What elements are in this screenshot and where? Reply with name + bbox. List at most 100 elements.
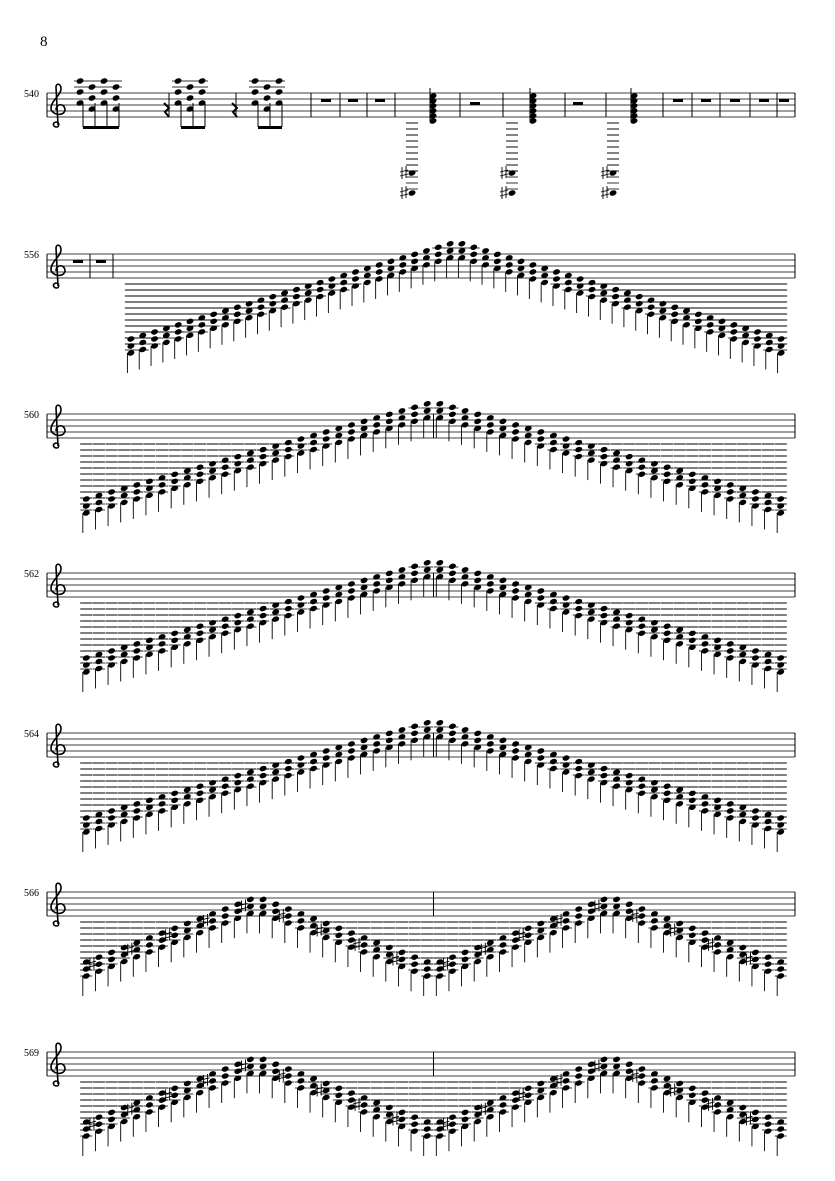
note-head bbox=[512, 429, 520, 435]
note-head bbox=[739, 651, 747, 658]
note-head bbox=[638, 776, 646, 782]
note-head bbox=[145, 1095, 153, 1101]
note-head bbox=[486, 734, 494, 740]
note-head bbox=[322, 748, 330, 754]
sharp bbox=[163, 928, 172, 942]
note-head bbox=[151, 343, 159, 349]
note-head bbox=[360, 577, 368, 584]
note-head bbox=[436, 727, 444, 733]
note-head bbox=[246, 450, 254, 456]
note-head bbox=[486, 940, 494, 946]
note-head bbox=[398, 1123, 406, 1130]
note-head bbox=[541, 265, 549, 272]
note-head bbox=[739, 499, 747, 506]
note-head bbox=[446, 241, 454, 247]
measure-number: 560 bbox=[24, 410, 39, 421]
note-head bbox=[461, 422, 469, 428]
note-head bbox=[512, 581, 520, 587]
note-head bbox=[373, 748, 381, 754]
note-head bbox=[458, 241, 466, 247]
note-head bbox=[133, 947, 141, 953]
note-head bbox=[688, 485, 696, 492]
note-head bbox=[234, 1068, 242, 1074]
rest bbox=[321, 99, 331, 102]
note-head bbox=[120, 499, 128, 506]
note-head bbox=[549, 591, 557, 598]
note-head bbox=[529, 118, 537, 124]
note-head bbox=[120, 958, 128, 965]
note-head bbox=[347, 581, 355, 587]
note-head bbox=[423, 408, 431, 414]
note-head bbox=[221, 315, 229, 321]
note-head bbox=[95, 1114, 103, 1120]
note-head bbox=[234, 626, 242, 633]
note-head bbox=[448, 570, 456, 577]
note-head bbox=[272, 443, 280, 449]
note-head bbox=[186, 332, 194, 339]
note-head bbox=[537, 595, 545, 601]
note-head bbox=[246, 464, 254, 470]
note-head bbox=[625, 626, 633, 633]
note-head bbox=[385, 737, 393, 744]
note-head bbox=[158, 634, 166, 640]
sharp bbox=[87, 957, 97, 971]
note-head bbox=[259, 1056, 267, 1063]
note-head bbox=[529, 113, 537, 119]
note-head bbox=[474, 958, 482, 965]
note-head bbox=[196, 623, 204, 629]
note-head bbox=[183, 794, 191, 800]
note-head bbox=[524, 591, 532, 598]
note-head bbox=[429, 98, 437, 104]
note-head bbox=[701, 930, 709, 936]
note-head bbox=[474, 418, 482, 425]
treble-clef bbox=[50, 882, 66, 927]
note-head bbox=[613, 783, 621, 789]
note-head bbox=[171, 804, 179, 811]
note-head bbox=[133, 954, 141, 960]
note-head bbox=[272, 450, 280, 456]
note-head bbox=[512, 422, 520, 428]
note-head bbox=[751, 496, 759, 502]
note-head bbox=[461, 567, 469, 573]
note-head bbox=[436, 574, 444, 580]
note-head bbox=[663, 922, 671, 929]
rest bbox=[73, 260, 83, 263]
note-head bbox=[322, 927, 330, 934]
note-head bbox=[423, 415, 431, 421]
note-head bbox=[373, 954, 381, 960]
note-head bbox=[600, 896, 608, 903]
note-head bbox=[196, 1089, 204, 1096]
note-head bbox=[310, 432, 318, 439]
note-head bbox=[297, 595, 305, 601]
note-head bbox=[600, 612, 608, 619]
note-head bbox=[422, 248, 430, 254]
note-head bbox=[625, 786, 633, 793]
note-head bbox=[448, 737, 456, 744]
note-head bbox=[272, 1061, 280, 1067]
note-head bbox=[284, 446, 292, 453]
note-head bbox=[221, 616, 229, 622]
note-head bbox=[310, 915, 318, 922]
note-head bbox=[385, 411, 393, 418]
note-head bbox=[76, 100, 84, 106]
note-head bbox=[739, 485, 747, 492]
note-head bbox=[297, 443, 305, 449]
note-head bbox=[120, 644, 128, 651]
note-head bbox=[82, 829, 90, 835]
note-head bbox=[493, 265, 501, 272]
beam bbox=[83, 126, 119, 129]
note-head bbox=[486, 741, 494, 747]
sharp bbox=[600, 166, 610, 179]
note-head bbox=[209, 474, 217, 481]
sharp bbox=[592, 899, 602, 913]
note-head bbox=[765, 332, 773, 339]
note-head bbox=[196, 922, 204, 929]
note-head bbox=[209, 633, 217, 640]
note-head bbox=[158, 475, 166, 481]
note-head bbox=[108, 655, 116, 661]
sharp bbox=[315, 1083, 324, 1097]
note-head bbox=[272, 616, 280, 622]
note-head bbox=[576, 276, 584, 282]
treble-clef bbox=[50, 404, 66, 449]
beam bbox=[181, 126, 205, 129]
